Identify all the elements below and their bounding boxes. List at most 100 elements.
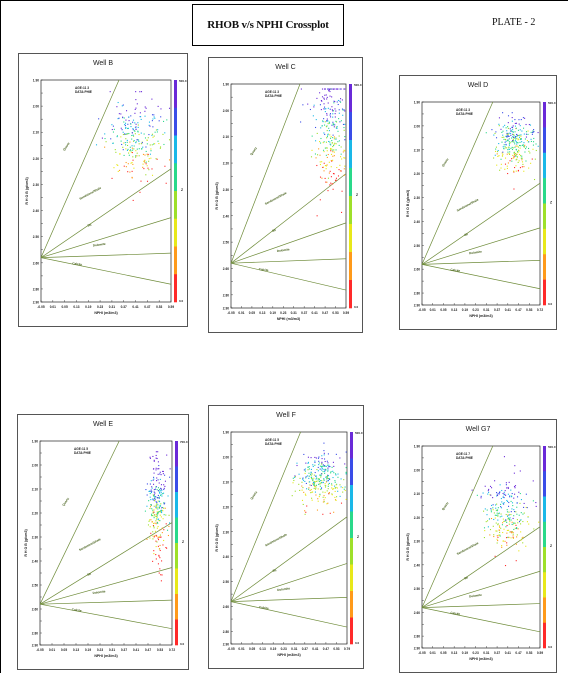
data-point [343, 149, 345, 151]
data-point [154, 497, 156, 499]
data-point [169, 476, 171, 478]
data-point [509, 496, 511, 498]
y-tick-label: 2.00 [32, 464, 38, 468]
data-point [509, 521, 511, 523]
y-tick-label: 2.00 [414, 468, 420, 472]
data-point [157, 494, 159, 497]
data-point [331, 140, 333, 142]
data-point [323, 499, 325, 501]
data-point [498, 123, 500, 125]
data-point [499, 534, 501, 536]
data-point [147, 137, 149, 139]
data-point [334, 480, 336, 482]
data-point [502, 126, 504, 128]
data-point [146, 483, 148, 485]
x-tick-label: 0.05 [440, 308, 446, 312]
data-point [148, 490, 150, 492]
data-point [341, 211, 343, 213]
data-point [345, 467, 347, 469]
lithology-label: Sh [272, 568, 277, 573]
data-point [320, 487, 323, 489]
data-point [496, 512, 498, 514]
data-point [515, 154, 517, 156]
data-point [156, 512, 158, 514]
data-point [155, 508, 157, 510]
y-tick-label: 2.60 [414, 268, 420, 272]
data-point [339, 170, 341, 172]
data-point [145, 107, 147, 109]
data-point [321, 100, 323, 102]
data-point [164, 474, 166, 476]
data-point [498, 534, 500, 536]
data-point [520, 119, 522, 121]
inset-label: AGE:11 3 [456, 108, 470, 112]
data-point [152, 126, 154, 128]
data-point [160, 503, 162, 505]
data-point [513, 497, 515, 499]
data-point [518, 144, 521, 147]
data-point [327, 190, 329, 192]
data-point [125, 166, 127, 168]
data-point [319, 161, 321, 163]
data-point [156, 535, 158, 537]
data-point [507, 134, 509, 136]
data-point [142, 146, 144, 148]
data-point [329, 95, 331, 97]
data-point [144, 510, 146, 512]
data-point [319, 480, 321, 482]
data-point [513, 134, 515, 136]
data-point [523, 506, 525, 508]
data-point [129, 146, 131, 148]
colorbar-segment [543, 597, 546, 624]
data-point [328, 90, 330, 92]
y-tick-label: 2.10 [33, 131, 39, 135]
data-point [487, 493, 489, 495]
data-point [315, 485, 317, 487]
data-point [506, 132, 508, 134]
data-point [160, 108, 162, 110]
data-point [519, 129, 521, 131]
data-point [328, 127, 330, 129]
data-point [334, 113, 336, 115]
data-point [321, 465, 323, 467]
lithology-trend-line [230, 431, 301, 602]
data-point [517, 151, 519, 153]
data-point [153, 515, 155, 517]
data-point [496, 530, 498, 532]
lithology-trend-line [421, 264, 541, 290]
data-point [315, 157, 317, 159]
data-point [338, 109, 340, 111]
data-point [491, 487, 493, 489]
colorbar-label: Z [181, 188, 183, 192]
data-point [509, 160, 511, 162]
data-point [340, 146, 342, 148]
data-point [154, 496, 156, 498]
data-point [320, 488, 322, 491]
data-point [344, 165, 346, 167]
data-point [500, 158, 502, 160]
data-point [520, 531, 522, 533]
data-point [305, 477, 307, 479]
data-point [321, 96, 324, 98]
y-tick-label: 2.50 [32, 584, 38, 588]
data-point [131, 145, 133, 147]
lithology-trend-line [230, 173, 347, 264]
x-tick-label: 0.53 [157, 648, 163, 652]
data-point [155, 540, 157, 542]
data-point [304, 513, 306, 515]
data-point [515, 145, 517, 147]
data-point [314, 488, 317, 490]
data-point [506, 135, 508, 137]
data-point [163, 487, 165, 489]
data-point [519, 470, 521, 472]
data-point [156, 131, 158, 133]
data-point [503, 502, 505, 504]
data-point [503, 528, 505, 530]
colorbar-segment [175, 568, 178, 595]
data-point [138, 139, 140, 141]
data-point [335, 179, 337, 181]
data-point [156, 503, 158, 505]
data-point [314, 456, 316, 458]
lithology-label: Quartz [249, 490, 258, 500]
data-point [508, 143, 510, 145]
